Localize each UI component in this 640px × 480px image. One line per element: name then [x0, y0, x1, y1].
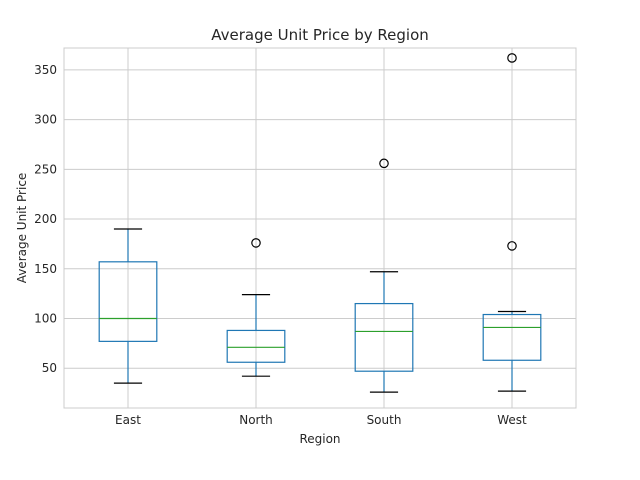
outlier-point [507, 241, 517, 251]
grid-lines [64, 48, 576, 408]
box-group-east [98, 228, 158, 384]
box-group-west [482, 53, 542, 392]
y-tick-label: 150 [34, 262, 57, 276]
chart-title: Average Unit Price by Region [211, 26, 429, 44]
iqr-box [226, 329, 286, 363]
outlier-point [251, 238, 261, 248]
y-axis-label: Average Unit Price [15, 173, 29, 284]
x-tick-label: North [239, 413, 273, 427]
y-tick-label: 100 [34, 311, 57, 325]
y-tick-label: 300 [34, 113, 57, 127]
box-series [98, 53, 542, 393]
plot-frame [63, 47, 577, 409]
x-tick-label: West [497, 413, 527, 427]
x-tick-label: South [367, 413, 402, 427]
outlier-point [507, 53, 517, 63]
x-axis-label: Region [299, 432, 340, 446]
y-tick-label: 200 [34, 212, 57, 226]
tick-labels: 50 100 150 200 250 300 350 East North South West [34, 63, 527, 427]
y-tick-label: 50 [42, 361, 57, 375]
iqr-box [98, 261, 158, 342]
x-tick-label: East [115, 413, 141, 427]
y-tick-label: 250 [34, 162, 57, 176]
y-tick-label: 350 [34, 63, 57, 77]
box-group-north [226, 238, 286, 377]
iqr-box [354, 302, 414, 372]
iqr-box [482, 313, 542, 361]
box-group-south [354, 158, 414, 393]
outlier-point [379, 158, 389, 169]
